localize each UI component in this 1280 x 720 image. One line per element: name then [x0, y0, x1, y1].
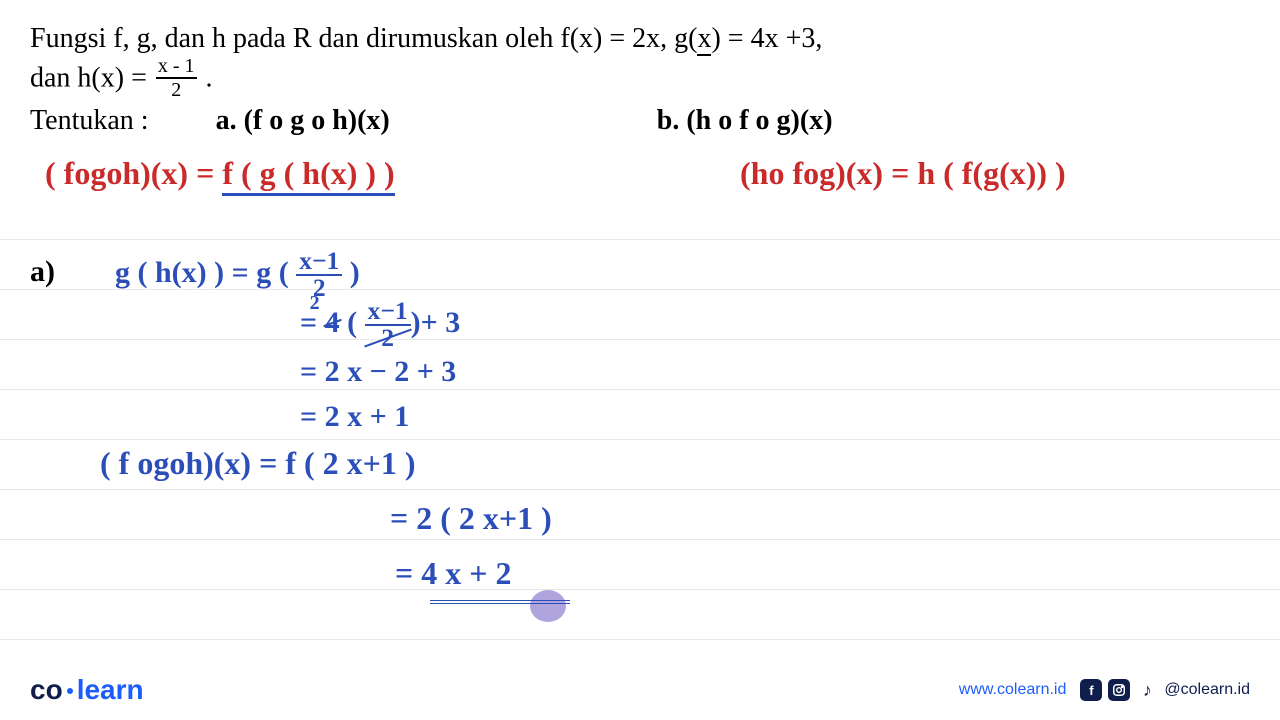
hw-s1-b: )	[342, 256, 360, 289]
hw-s2-two: 2	[310, 292, 320, 315]
facebook-icon: f	[1080, 679, 1102, 701]
hw-red-left: ( fogoh)(x) = f ( g ( h(x) ) )	[45, 155, 395, 192]
tentukan-label: Tentukan :	[30, 105, 149, 136]
fraction-num: x - 1	[156, 56, 197, 79]
hw-a-label: a)	[30, 255, 55, 289]
hw-step-2: = 24 ( x−12)+ 3	[300, 300, 460, 350]
hw-step-5: ( f ogoh)(x) = f ( 2 x+1 )	[100, 445, 416, 482]
option-a: a. (f o g o h)(x)	[216, 105, 390, 136]
hw-red-left-a: ( fogoh)(x) =	[45, 155, 222, 191]
problem-line-1: Fungsi f, g, dan h pada R dan dirumuskan…	[30, 20, 1250, 58]
option-b: b. (h o f o g)(x)	[657, 105, 833, 136]
instagram-icon	[1108, 679, 1130, 701]
hw-s2-c: )+ 3	[411, 306, 461, 339]
hw-step-4: = 2 x + 1	[300, 400, 409, 434]
problem-fraction: x - 12	[156, 56, 197, 100]
brand-logo: colearn	[30, 674, 144, 706]
footer-url: www.colearn.id	[959, 681, 1067, 699]
hw-s2-d: 2	[365, 326, 411, 350]
problem-line-3: Tentukan : a. (f o g o h)(x) b. (h o f o…	[30, 102, 1250, 140]
problem-text-2a: dan h(x) =	[30, 62, 154, 93]
fraction-den: 2	[156, 79, 197, 100]
footer-handle: @colearn.id	[1164, 681, 1250, 699]
problem-statement: Fungsi f, g, dan h pada R dan dirumuskan…	[30, 20, 1250, 140]
problem-line-2: dan h(x) = x - 12 .	[30, 58, 1250, 102]
brand-learn: learn	[77, 674, 144, 705]
hw-step-3: = 2 x − 2 + 3	[300, 355, 456, 389]
problem-text-1b: ) = 4x +3,	[711, 23, 822, 54]
hw-s2-frac: x−12	[365, 300, 411, 350]
tiktok-icon: ♪	[1136, 679, 1158, 701]
footer-right: www.colearn.id f ♪ @colearn.id	[959, 679, 1250, 701]
hw-s1-a: g ( h(x) ) = g (	[115, 256, 296, 289]
hw-step-1: g ( h(x) ) = g ( x−12 )	[115, 250, 360, 300]
page: Fungsi f, g, dan h pada R dan dirumuskan…	[0, 0, 1280, 720]
footer-bar: colearn www.colearn.id f ♪ @colearn.id	[0, 660, 1280, 720]
cursor-dot	[530, 590, 566, 622]
brand-dot-icon	[67, 688, 73, 694]
hw-step-7: = 4 x + 2	[395, 555, 511, 592]
final-double-underline	[430, 596, 570, 604]
problem-gx-underline: x	[697, 23, 711, 56]
hw-s2-b: (	[340, 306, 365, 339]
hw-s2-4to2: 24	[325, 306, 340, 340]
problem-text-2b: .	[199, 62, 213, 93]
footer-social: f ♪ @colearn.id	[1080, 679, 1250, 701]
hw-step-6: = 2 ( 2 x+1 )	[390, 500, 552, 537]
hw-red-right: (ho fog)(x) = h ( f(g(x)) )	[740, 155, 1066, 192]
problem-text-1a: Fungsi f, g, dan h pada R dan dirumuskan…	[30, 23, 697, 54]
hw-s2-four: 4	[325, 306, 340, 340]
hw-red-left-b: f ( g ( h(x) ) )	[222, 155, 394, 196]
brand-co: co	[30, 674, 63, 705]
